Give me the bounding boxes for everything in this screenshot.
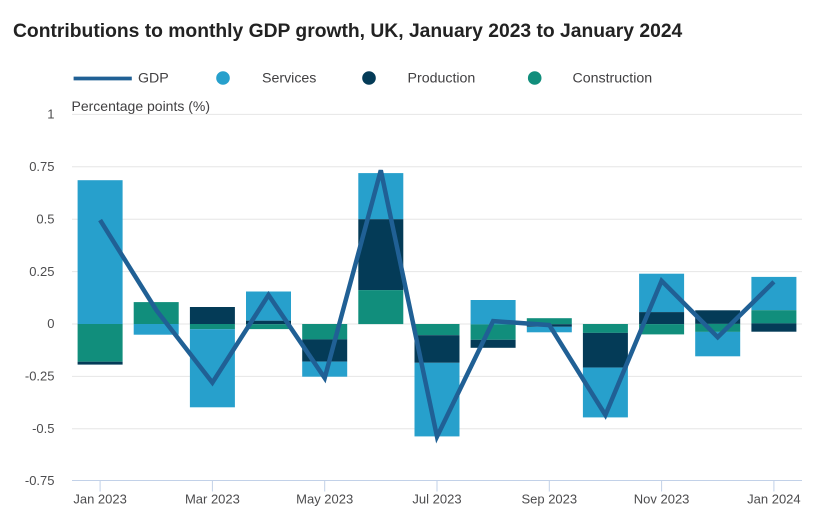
svg-text:Percentage points (%): Percentage points (%): [72, 98, 211, 114]
svg-text:Mar 2023: Mar 2023: [185, 492, 240, 507]
svg-text:0: 0: [47, 316, 54, 331]
svg-text:GDP: GDP: [138, 71, 169, 87]
svg-text:Sep 2023: Sep 2023: [521, 492, 577, 507]
svg-text:Jan 2023: Jan 2023: [73, 492, 127, 507]
svg-text:Production: Production: [408, 71, 476, 87]
svg-text:Jan 2024: Jan 2024: [747, 492, 801, 507]
svg-text:-0.5: -0.5: [32, 421, 54, 436]
svg-text:-0.75: -0.75: [25, 473, 55, 488]
svg-text:Contributions to monthly GDP g: Contributions to monthly GDP growth, UK,…: [13, 21, 683, 42]
svg-text:1: 1: [47, 107, 54, 122]
svg-text:Services: Services: [262, 71, 316, 87]
svg-text:Construction: Construction: [573, 71, 653, 87]
svg-text:May 2023: May 2023: [296, 492, 353, 507]
svg-text:0.25: 0.25: [29, 264, 54, 279]
svg-text:0.75: 0.75: [29, 159, 54, 174]
svg-text:0.5: 0.5: [36, 211, 54, 226]
svg-text:Jul 2023: Jul 2023: [412, 492, 461, 507]
svg-text:-0.25: -0.25: [25, 369, 55, 384]
svg-text:Nov 2023: Nov 2023: [634, 492, 690, 507]
